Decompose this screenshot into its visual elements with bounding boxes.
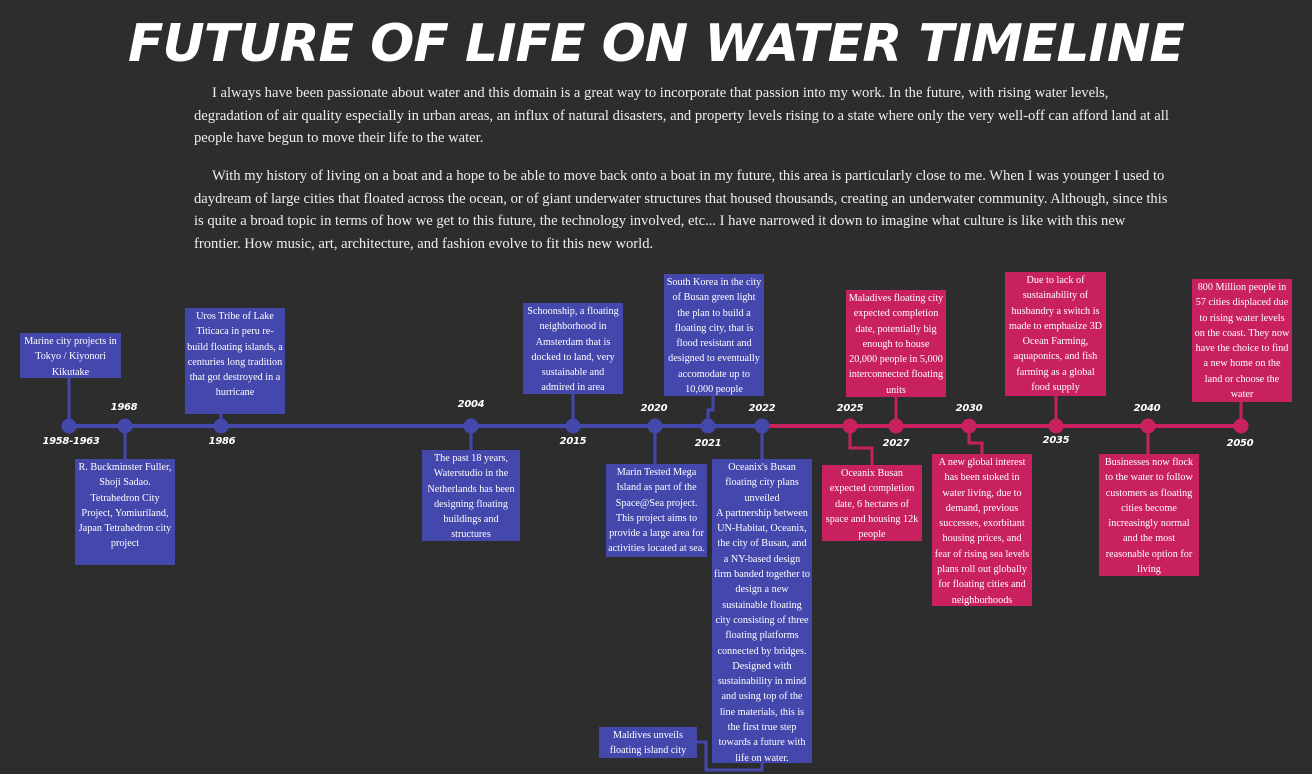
dot-2025 — [842, 418, 858, 434]
intro-paragraph-1: I always have been passionate about wate… — [194, 85, 1169, 147]
dot-2030 — [961, 418, 977, 434]
event-box-2022: Oceanix's Busan floating city plans unve… — [712, 459, 812, 763]
year-label-2021: 2021 — [694, 438, 722, 449]
year-label-1986: 1986 — [208, 436, 236, 447]
connector-maldives — [697, 740, 764, 772]
dot-2020 — [647, 418, 663, 434]
year-label-2050: 2050 — [1226, 438, 1254, 449]
year-label-2020: 2020 — [640, 403, 668, 414]
connector-2030 — [967, 426, 984, 454]
dot-2021 — [700, 418, 716, 434]
dot-2035 — [1048, 418, 1064, 434]
event-box-1986: Uros Tribe of Lake Titicaca in peru re-b… — [185, 308, 285, 414]
event-box-2025: Oceanix Busan expected completion date, … — [822, 465, 922, 541]
year-label-2027: 2027 — [882, 438, 910, 449]
dot-2022 — [754, 418, 770, 434]
event-box-2040: Businesses now flock to the water to fol… — [1099, 454, 1199, 576]
dot-2027 — [888, 418, 904, 434]
year-label-1968: 1968 — [110, 402, 138, 413]
event-box-2015: Schoonship, a floating neighborhood in A… — [523, 303, 623, 394]
event-box-2021: South Korea in the city of Busan green l… — [664, 274, 764, 396]
connector-2025 — [848, 426, 874, 466]
year-label-2030: 2030 — [955, 403, 983, 414]
event-box-1968: R. Buckminster Fuller, Shoji Sadao. Tetr… — [75, 459, 175, 565]
event-box-2030: A new global interest has been stoked in… — [932, 454, 1032, 606]
dot-1986 — [213, 418, 229, 434]
dot-2015 — [565, 418, 581, 434]
event-box-2020: Marin Tested Mega Island as part of the … — [606, 464, 707, 557]
event-box-2035: Due to lack of sustainability of husband… — [1005, 272, 1106, 396]
year-label-2040: 2040 — [1133, 403, 1161, 414]
event-2022-heading: Oceanix's Busan floating city plans unve… — [725, 462, 799, 504]
year-label-2015: 2015 — [559, 436, 587, 447]
connector-2021 — [706, 396, 715, 426]
event-box-2050: 800 Million people in 57 cities displace… — [1192, 279, 1292, 402]
year-label-2025: 2025 — [836, 403, 864, 414]
dot-2004 — [463, 418, 479, 434]
year-label-1958-1963: 1958-1963 — [42, 436, 100, 447]
page-title: Future of Life on Water Timeline — [128, 14, 1185, 74]
event-2022-description: A partnership between UN-Habitat, Oceani… — [714, 507, 810, 763]
event-box-2027: Maladives floating city expected complet… — [846, 290, 946, 397]
dot-2050 — [1233, 418, 1249, 434]
event-box-1958-1963: Marine city projects in Tokyo / Kiyonori… — [20, 333, 121, 378]
dot-1968 — [117, 418, 133, 434]
event-box-maldives-unveils: Maldives unveils floating island city — [599, 727, 697, 758]
intro-paragraph-2: With my history of living on a boat and … — [194, 168, 1168, 252]
event-box-2004: The past 18 years, Waterstudio in the Ne… — [422, 450, 520, 541]
year-label-2004: 2004 — [457, 399, 485, 410]
dot-1958 — [61, 418, 77, 434]
year-label-2022: 2022 — [748, 403, 776, 414]
dot-2040 — [1140, 418, 1156, 434]
year-label-2035: 2035 — [1042, 435, 1070, 446]
